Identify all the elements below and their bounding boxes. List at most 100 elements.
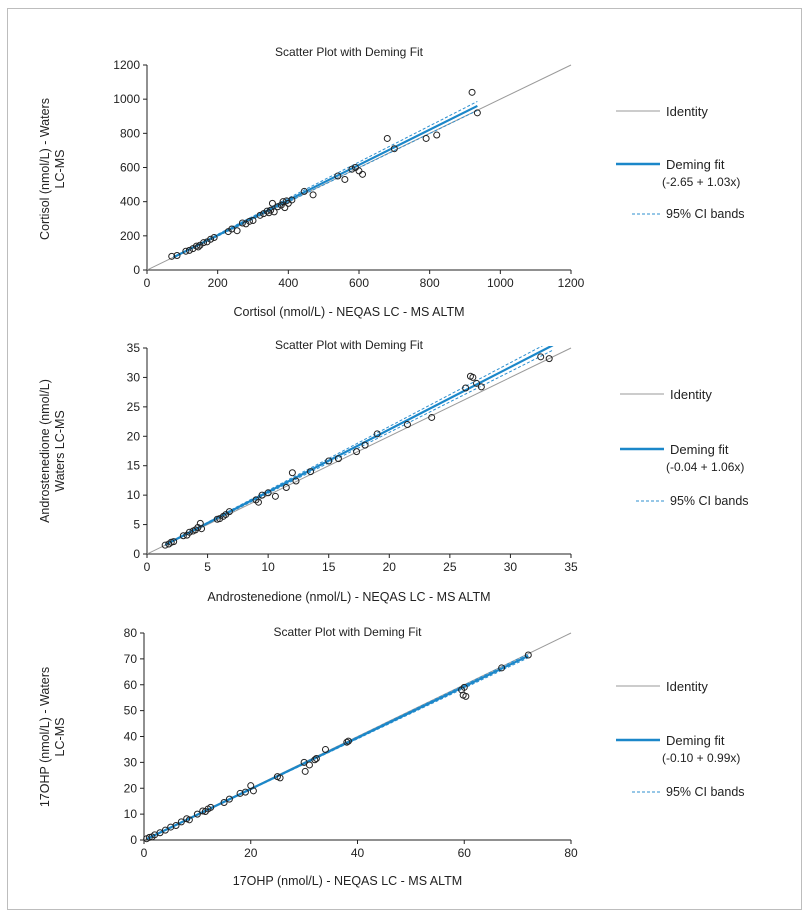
x-tick-label: 800 xyxy=(420,276,440,290)
data-point xyxy=(263,207,271,215)
data-point xyxy=(185,816,193,824)
data-point xyxy=(252,496,260,504)
x-tick-label: 1000 xyxy=(487,276,514,290)
data-point xyxy=(359,170,367,178)
data-point xyxy=(268,199,276,207)
chart-2: Scatter Plot with Deming Fit 0 5 10 15 20 25 30… xyxy=(38,338,749,604)
legend-identity-label: Identity xyxy=(666,679,708,694)
data-point xyxy=(422,134,430,142)
data-point xyxy=(245,217,253,225)
y-tick-label: 400 xyxy=(120,195,140,209)
data-point xyxy=(207,235,215,243)
y-tick-label: 5 xyxy=(133,518,140,532)
data-point xyxy=(288,196,296,204)
deming-fit-line xyxy=(146,654,529,840)
data-point xyxy=(161,541,169,549)
y-axis-label-line: Androstenedione (nmol/L) xyxy=(38,379,52,523)
data-point xyxy=(282,483,290,491)
data-point xyxy=(307,468,315,476)
x-axis-label: 17OHP (nmol/L) - NEQAS LC - MS ALTM xyxy=(233,874,462,888)
data-point xyxy=(428,413,436,421)
y-tick-label: 0 xyxy=(133,263,140,277)
y-tick-label: 1200 xyxy=(113,58,140,72)
y-tick-label: 15 xyxy=(127,459,141,473)
data-point xyxy=(288,469,296,477)
legend-fit-equation: (-0.10 + 0.99x) xyxy=(662,751,740,765)
data-point xyxy=(341,175,349,183)
data-point xyxy=(473,109,481,117)
x-tick-label: 60 xyxy=(458,846,472,860)
x-tick-label: 0 xyxy=(141,846,148,860)
data-point xyxy=(182,247,190,255)
data-point xyxy=(312,754,320,762)
data-point xyxy=(170,538,178,546)
data-point xyxy=(373,430,381,438)
legend-fit-label: Deming fit xyxy=(666,157,725,172)
data-point xyxy=(334,455,342,463)
data-point xyxy=(348,165,356,173)
data-point xyxy=(498,664,506,672)
plot-area xyxy=(147,346,572,554)
data-point xyxy=(185,528,193,536)
x-tick-label: 30 xyxy=(504,560,518,574)
legend-fit-label: Deming fit xyxy=(666,733,725,748)
ci-upper-line xyxy=(164,346,544,546)
data-point xyxy=(473,379,481,387)
data-point xyxy=(355,167,363,175)
y-axis-label-line: 17OHP (nmol/L) - Waters xyxy=(38,667,52,807)
x-tick-label: 15 xyxy=(322,560,336,574)
data-point xyxy=(267,206,275,214)
data-point xyxy=(545,355,553,363)
y-tick-label: 20 xyxy=(124,781,138,795)
y-axis-label: Androstenedione (nmol/L)Waters LC-MS xyxy=(38,379,67,523)
data-point xyxy=(344,737,352,745)
data-point xyxy=(179,532,187,540)
data-point xyxy=(390,145,398,153)
y-tick-label: 0 xyxy=(130,833,137,847)
y-tick-label: 30 xyxy=(124,755,138,769)
data-point xyxy=(537,353,545,361)
legend: Identity Deming fit (-0.10 + 0.99x) 95% CI … xyxy=(616,679,745,799)
data-point xyxy=(270,208,278,216)
data-point xyxy=(200,239,208,247)
legend-fit-equation: (-2.65 + 1.03x) xyxy=(662,175,740,189)
x-tick-label: 1200 xyxy=(558,276,585,290)
data-point xyxy=(185,246,193,254)
y-axis-label-line: LC-MS xyxy=(53,150,67,189)
x-axis-label: Cortisol (nmol/L) - NEQAS LC - MS ALTM xyxy=(233,305,464,319)
y-tick-label: 10 xyxy=(124,807,138,821)
data-point xyxy=(353,448,361,456)
data-point xyxy=(311,756,319,764)
legend: Identity Deming fit (-2.65 + 1.03x) 95% CI … xyxy=(616,104,745,221)
legend-fit-label: Deming fit xyxy=(670,442,729,457)
data-point xyxy=(403,421,411,429)
y-tick-label: 80 xyxy=(124,626,138,640)
data-point xyxy=(462,692,470,700)
y-tick-label: 0 xyxy=(133,547,140,561)
data-point xyxy=(249,787,257,795)
x-tick-label: 20 xyxy=(383,560,397,574)
y-tick-label: 50 xyxy=(124,704,138,718)
x-tick-label: 80 xyxy=(564,846,578,860)
data-point xyxy=(172,822,180,830)
chart-title: Scatter Plot with Deming Fit xyxy=(275,45,424,59)
x-tick-label: 400 xyxy=(278,276,298,290)
data-point xyxy=(281,204,289,212)
data-point xyxy=(249,216,257,224)
data-point xyxy=(468,88,476,96)
y-tick-label: 35 xyxy=(127,341,141,355)
chart-title: Scatter Plot with Deming Fit xyxy=(273,625,422,639)
x-tick-label: 200 xyxy=(208,276,228,290)
data-point xyxy=(233,227,241,235)
data-point xyxy=(361,441,369,449)
data-point xyxy=(198,525,206,533)
data-point xyxy=(168,252,176,260)
data-point xyxy=(274,203,282,211)
x-tick-label: 5 xyxy=(204,560,211,574)
x-axis-label: Androstenedione (nmol/L) - NEQAS LC - MS… xyxy=(207,590,490,604)
x-tick-label: 10 xyxy=(261,560,275,574)
chart-1: Scatter Plot with Deming Fit 0 200 400 600 80… xyxy=(38,45,745,319)
legend-ci-label: 95% CI bands xyxy=(666,785,745,799)
y-tick-label: 60 xyxy=(124,678,138,692)
